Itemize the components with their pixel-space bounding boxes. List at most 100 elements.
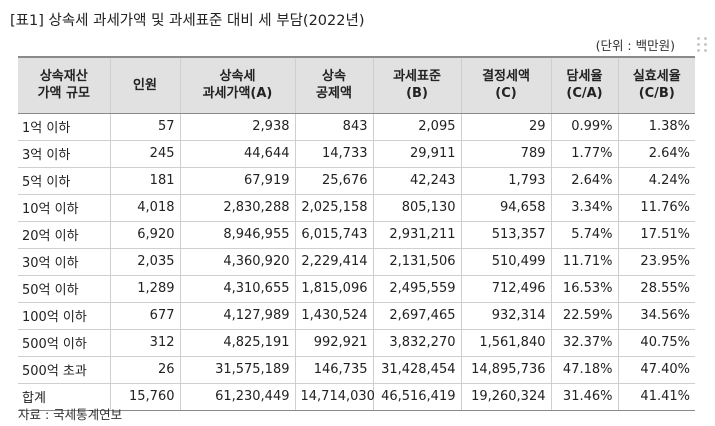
source-note: 자료 : 국세통계연보 [18,407,123,422]
table-cell: 1,430,524 [294,302,373,330]
table-cell: 1,561,840 [460,329,551,357]
table-cell: 28.55% [617,275,695,303]
table-row: 1억 이하 57 2,938 843 2,095 29 0.99% 1.38% [18,113,695,141]
table-body: 1억 이하 57 2,938 843 2,095 29 0.99% 1.38% 3억 이하 245… [18,113,695,411]
table-cell: 312 [109,329,180,357]
table-cell: 4,310,655 [179,275,295,303]
table-cell: 67,919 [179,167,295,195]
table-cell: 181 [109,167,180,195]
header-cell: 담세율 (C/A) [550,56,618,114]
table-row: 30억 이하 2,035 4,360,920 2,229,414 2,131,506 51… [18,248,695,276]
table-cell: 57 [109,113,180,141]
table-cell: 25,676 [294,167,373,195]
row-label-cell: 3억 이하 [18,140,110,168]
header-row: 상속재산 가액 규모 인원 상속세 과세가액(A) 상속 공제액 과세표준 (B) 결정… [18,56,695,114]
table-cell: 42,243 [372,167,461,195]
table-cell: 805,130 [372,194,461,222]
table-cell: 1,793 [460,167,551,195]
table-cell: 31,575,189 [179,356,295,384]
row-label-cell: 10억 이하 [18,194,110,222]
table-cell: 23.95% [617,248,695,276]
table-cell: 31.46% [550,383,618,411]
table-cell: 789 [460,140,551,168]
table-cell: 513,357 [460,221,551,249]
table-cell: 0.99% [550,113,618,141]
table-cell: 2,830,288 [179,194,295,222]
table-cell: 712,496 [460,275,551,303]
table-cell: 34.56% [617,302,695,330]
row-label-cell: 100억 이하 [18,302,110,330]
table-cell: 5.74% [550,221,618,249]
row-label-cell: 합계 [18,383,110,411]
table-cell: 1.38% [617,113,695,141]
row-label-cell: 30억 이하 [18,248,110,276]
table-row: 3억 이하 245 44,644 14,733 29,911 789 1.77% 2.64% [18,140,695,168]
header-cell: 과세표준 (B) [372,56,461,114]
table-cell: 3,832,270 [372,329,461,357]
table-cell: 46,516,419 [372,383,461,411]
table-row: 10억 이하 4,018 2,830,288 2,025,158 805,130 94,6… [18,194,695,222]
row-label-cell: 500억 이하 [18,329,110,357]
table-cell: 510,499 [460,248,551,276]
table-row: 50억 이하 1,289 4,310,655 1,815,096 2,495,559 71… [18,275,695,303]
table-cell: 1.77% [550,140,618,168]
table-cell: 47.18% [550,356,618,384]
table-cell: 26 [109,356,180,384]
table-cell: 3.34% [550,194,618,222]
table-cell: 2,931,211 [372,221,461,249]
table-cell: 2,229,414 [294,248,373,276]
tax-burden-table: 상속재산 가액 규모 인원 상속세 과세가액(A) 상속 공제액 과세표준 (B) 결정… [18,56,695,411]
table-cell: 992,921 [294,329,373,357]
table-cell: 6,015,743 [294,221,373,249]
table-cell: 2,131,506 [372,248,461,276]
table-cell: 2,697,465 [372,302,461,330]
table-cell: 29,911 [372,140,461,168]
table-cell: 2,938 [179,113,295,141]
table-cell: 4.24% [617,167,695,195]
table-cell: 32.37% [550,329,618,357]
unit-label: (단위 : 백만원) [595,38,675,53]
table-cell: 22.59% [550,302,618,330]
header-cell: 실효세율 (C/B) [617,56,695,114]
table-cell: 245 [109,140,180,168]
header-cell: 상속재산 가액 규모 [18,56,110,114]
table-cell: 1,289 [109,275,180,303]
table-cell: 2,095 [372,113,461,141]
table-cell: 41.41% [617,383,695,411]
table-cell: 932,314 [460,302,551,330]
table-row: 500억 이하 312 4,825,191 992,921 3,832,270 1,561… [18,329,695,357]
table-cell: 2.64% [550,167,618,195]
table-cell: 1,815,096 [294,275,373,303]
table-cell: 4,825,191 [179,329,295,357]
table-cell: 40.75% [617,329,695,357]
table-cell: 61,230,449 [179,383,295,411]
total-row: 합계 15,760 61,230,449 14,714,030 46,516,419 19… [18,383,695,411]
table-cell: 677 [109,302,180,330]
table-row: 500억 초과 26 31,575,189 146,735 31,428,454 14,8… [18,356,695,384]
table-cell: 94,658 [460,194,551,222]
header-cell: 결정세액 (C) [460,56,551,114]
table-cell: 4,127,989 [179,302,295,330]
table-cell: 11.76% [617,194,695,222]
table-cell: 19,260,324 [460,383,551,411]
table-cell: 44,644 [179,140,295,168]
table-cell: 31,428,454 [372,356,461,384]
table-title: [표1] 상속세 과세가액 및 과세표준 대비 세 부담(2022년) [10,13,365,29]
table-cell: 11.71% [550,248,618,276]
table-cell: 15,760 [109,383,180,411]
table-row: 20억 이하 6,920 8,946,955 6,015,743 2,931,211 51… [18,221,695,249]
table-cell: 2.64% [617,140,695,168]
table-cell: 14,733 [294,140,373,168]
table-cell: 4,360,920 [179,248,295,276]
table-cell: 29 [460,113,551,141]
drag-handle-icon[interactable] [695,35,709,53]
row-label-cell: 1억 이하 [18,113,110,141]
table-cell: 4,018 [109,194,180,222]
table-row: 100억 이하 677 4,127,989 1,430,524 2,697,465 932… [18,302,695,330]
table-cell: 14,895,736 [460,356,551,384]
header-cell: 상속세 과세가액(A) [179,56,295,114]
table-cell: 17.51% [617,221,695,249]
table-cell: 146,735 [294,356,373,384]
table-cell: 2,035 [109,248,180,276]
table-cell: 47.40% [617,356,695,384]
